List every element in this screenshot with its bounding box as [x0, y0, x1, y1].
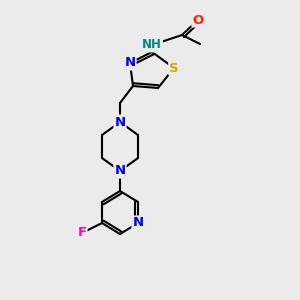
Text: S: S — [169, 61, 179, 74]
Text: O: O — [192, 14, 204, 26]
Text: N: N — [114, 164, 126, 178]
Text: N: N — [114, 116, 126, 128]
Text: N: N — [124, 56, 136, 70]
Text: NH: NH — [142, 38, 162, 52]
Text: N: N — [132, 217, 144, 230]
Text: F: F — [77, 226, 87, 239]
